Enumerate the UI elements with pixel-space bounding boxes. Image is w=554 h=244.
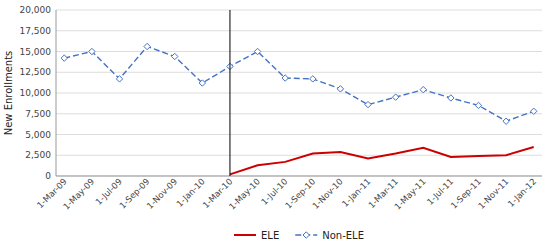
y-tick-label: 7,500 [25,109,51,119]
line [230,147,534,174]
x-tick-label: 1-Nov-10 [310,176,344,210]
marker [254,48,260,54]
grid-line [56,176,542,177]
grid-line [56,113,542,114]
grid-line [56,10,542,11]
x-tick-label: 1-Jan-12 [506,176,538,208]
x-tick-label: 1-Nov-09 [145,176,179,210]
grid-line [56,134,542,135]
plot-area [61,43,537,174]
legend-item: ELE [234,230,279,241]
x-axis: 1-Mar-091-May-091-Jul-091-Sep-091-Nov-09… [35,176,538,211]
y-tick-label: 5,000 [25,130,51,140]
chart: 0 2,500 5,000 7,500 10,000 12,500 15,000 17,500… [0,0,554,244]
grid-line [56,51,542,52]
marker [448,95,454,101]
grid-line [56,93,542,94]
x-tick-label: 1-May-11 [392,176,427,211]
x-tick-label: 1-May-09 [61,176,96,211]
reference-line [229,10,230,176]
marker [310,76,316,82]
legend-swatch [234,234,256,236]
grid-line [56,72,542,73]
y-axis-line [56,10,57,176]
marker [89,48,95,54]
grid-line [56,30,542,31]
legend-label: ELE [261,230,279,241]
marker [172,53,178,59]
y-tick-label: 15,000 [20,47,52,57]
y-tick-label: 12,500 [20,67,52,77]
marker [475,102,481,108]
marker [199,80,205,86]
y-tick-label: 2,500 [25,150,51,160]
marker [365,101,371,107]
x-axis-line [56,176,542,177]
marker [420,86,426,92]
marker [116,76,122,82]
y-tick-label: 0 [45,171,51,181]
y-tick-label: 20,000 [20,5,52,15]
legend-marker [303,232,309,238]
line [64,47,533,122]
marker [337,86,343,92]
legend-item: Non-ELE [295,230,364,241]
series [61,43,537,124]
x-tick-label: 1-Nov-11 [476,176,510,210]
legend: ELE Non-ELE [234,230,364,241]
marker [531,108,537,114]
y-axis-label: New Enrollments [3,51,14,136]
marker [503,118,509,124]
series [230,147,534,174]
legend-label: Non-ELE [322,230,364,241]
y-axis: 0 2,500 5,000 7,500 10,000 12,500 15,000 17,500… [20,5,543,181]
marker [392,94,398,100]
marker [282,75,288,81]
marker [61,55,67,61]
y-tick-label: 10,000 [20,88,52,98]
x-tick-label: 1-May-10 [227,176,262,211]
marker [144,43,150,49]
y-tick-label: 17,500 [20,26,52,36]
